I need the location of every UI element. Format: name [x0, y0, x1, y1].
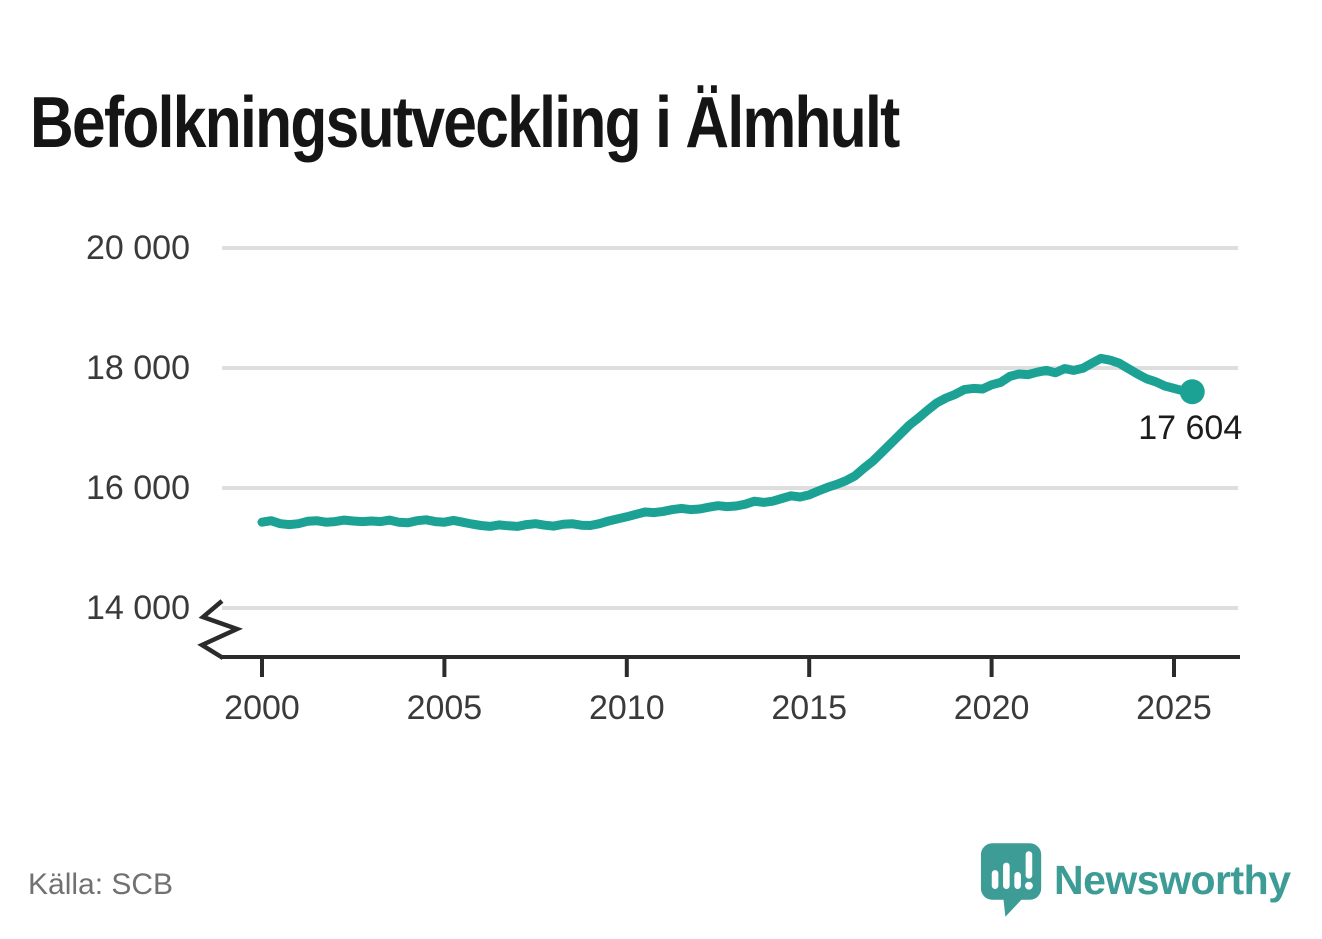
newsworthy-logo-icon — [980, 843, 1042, 917]
page-title: Befolkningsutveckling i Älmhult — [30, 83, 900, 164]
x-tick-label: 2005 — [406, 689, 483, 727]
x-tick-label: 2020 — [953, 689, 1030, 727]
population-series-line — [257, 353, 1197, 531]
y-axis-break-icon — [197, 599, 243, 660]
exclamation-dot — [1024, 881, 1033, 890]
x-tick-label: 2010 — [588, 689, 665, 727]
y-tick-label: 18 000 — [86, 349, 190, 387]
y-tick-label: 14 000 — [86, 589, 190, 627]
x-tick-label: 2015 — [771, 689, 847, 727]
bar-chart-glyph — [991, 851, 1033, 889]
y-tick-label: 20 000 — [86, 229, 190, 267]
x-tick-label: 2025 — [1136, 689, 1212, 727]
x-tick-label: 2000 — [224, 689, 300, 727]
latest-value-dot — [1179, 379, 1205, 405]
latest-value-label: 17 604 — [1138, 408, 1243, 447]
newsworthy-wordmark: Newsworthy — [1054, 856, 1291, 903]
newsworthy-branding: Newsworthy — [980, 842, 1291, 918]
y-tick-label: 16 000 — [86, 469, 190, 507]
source-note: Källa: SCB — [28, 868, 174, 901]
